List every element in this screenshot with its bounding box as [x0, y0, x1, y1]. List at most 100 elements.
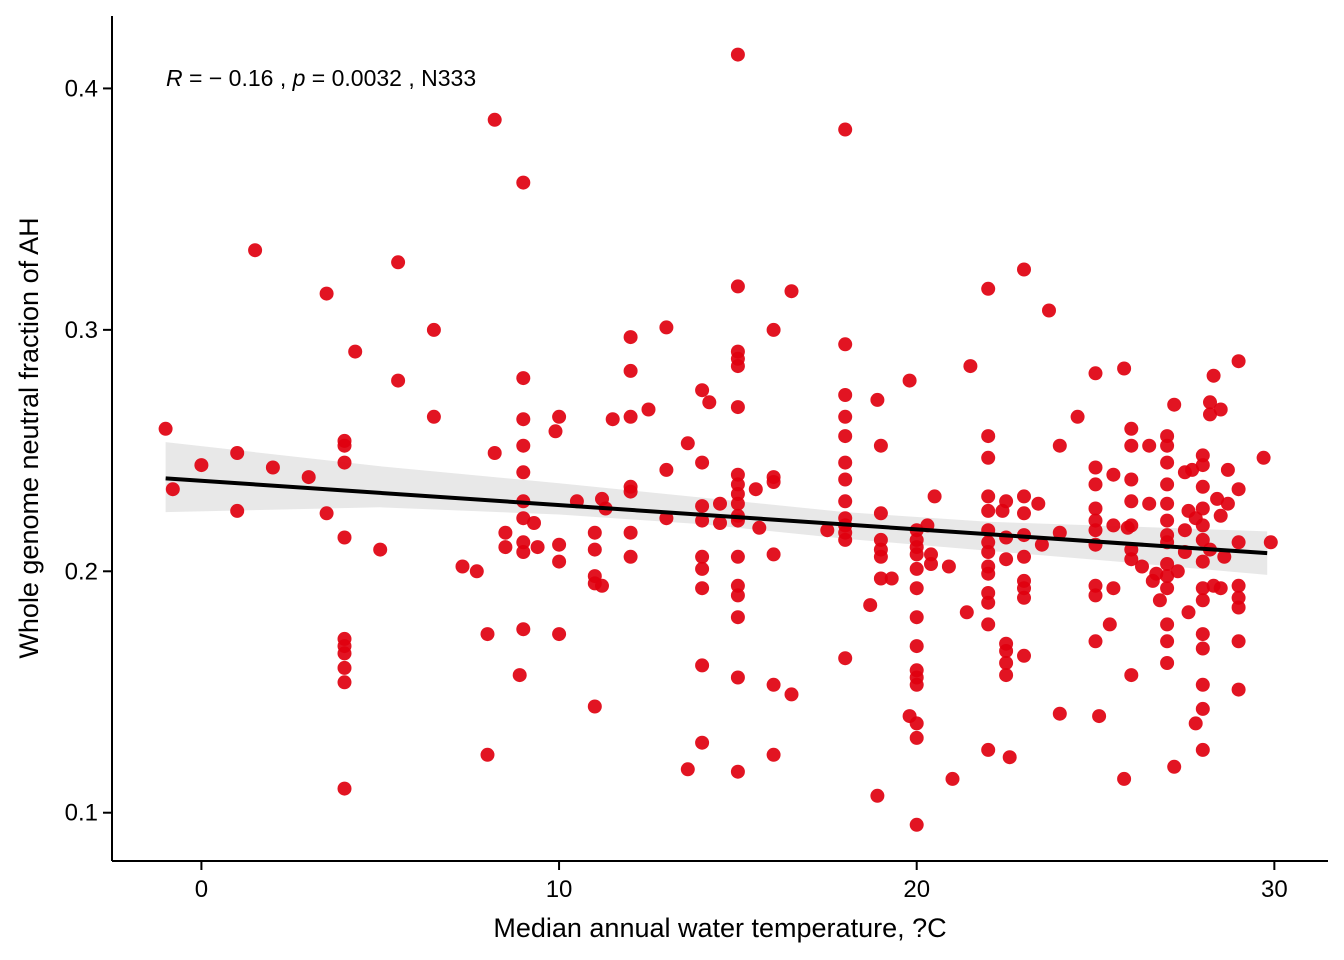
data-point — [680, 762, 695, 777]
data-point — [1160, 656, 1175, 670]
data-point — [1167, 397, 1182, 412]
y-axis-ticks: 0.1 0.2 0.3 0.4 — [65, 75, 112, 827]
data-point — [337, 660, 352, 675]
data-point — [265, 460, 280, 475]
data-point — [1213, 581, 1228, 596]
data-point — [1017, 581, 1031, 596]
data-point — [838, 337, 853, 352]
data-point — [981, 489, 996, 504]
data-point — [469, 564, 484, 579]
data-point — [1124, 472, 1139, 487]
data-point — [1195, 448, 1210, 463]
data-point — [1088, 523, 1103, 538]
data-point — [1124, 494, 1139, 509]
data-point — [1195, 581, 1210, 596]
data-point — [873, 532, 888, 547]
data-point — [1256, 450, 1271, 465]
data-point — [516, 511, 531, 526]
data-point — [1213, 508, 1228, 523]
data-point — [516, 465, 531, 480]
data-point — [909, 561, 924, 576]
data-point — [752, 520, 767, 535]
data-point — [838, 409, 853, 424]
data-point — [784, 687, 799, 702]
data-point — [981, 281, 996, 296]
data-point — [909, 817, 924, 832]
data-point — [981, 429, 996, 444]
data-point — [1017, 262, 1031, 277]
data-point — [587, 699, 602, 714]
data-point — [1210, 491, 1225, 506]
data-point — [230, 446, 245, 460]
data-point — [981, 617, 996, 632]
data-point — [784, 284, 799, 299]
data-point — [870, 392, 885, 407]
data-point — [730, 477, 745, 492]
data-point — [1160, 569, 1175, 584]
data-point — [516, 371, 531, 386]
data-point — [1034, 537, 1049, 552]
data-point — [1213, 402, 1228, 417]
data-point — [1052, 438, 1067, 453]
data-point — [641, 402, 656, 417]
data-point — [1052, 525, 1067, 540]
data-point — [999, 656, 1014, 670]
data-point — [552, 554, 567, 569]
data-point — [1195, 458, 1210, 473]
data-point — [873, 438, 888, 453]
data-point — [999, 552, 1014, 567]
data-point — [248, 243, 263, 258]
data-point — [1088, 501, 1103, 516]
data-point — [659, 320, 674, 335]
data-point — [587, 542, 602, 557]
data-point — [999, 494, 1014, 509]
data-points-layer — [158, 47, 1278, 832]
data-point — [623, 409, 638, 424]
data-point — [1017, 648, 1031, 663]
data-point — [695, 499, 710, 514]
data-point — [730, 670, 745, 685]
data-point — [659, 462, 674, 477]
data-point — [981, 450, 996, 465]
data-point — [623, 484, 638, 499]
data-point — [945, 771, 960, 786]
y-tick-label: 0.2 — [65, 558, 98, 585]
data-point — [924, 547, 938, 562]
data-point — [730, 487, 745, 501]
data-point — [1195, 677, 1210, 692]
data-point — [552, 409, 567, 424]
data-point — [1092, 709, 1107, 724]
data-point — [766, 747, 781, 762]
data-point — [1017, 506, 1031, 521]
data-point — [337, 675, 352, 690]
data-point — [623, 549, 638, 564]
data-point — [623, 330, 638, 345]
data-point — [695, 549, 710, 564]
data-point — [1195, 501, 1210, 516]
data-point — [766, 547, 781, 562]
data-point — [909, 716, 924, 731]
data-point — [909, 581, 924, 596]
data-point — [838, 122, 853, 137]
data-point — [730, 764, 745, 779]
data-point — [873, 549, 888, 564]
data-point — [1124, 518, 1139, 533]
data-point — [498, 525, 513, 540]
regression-line-layer — [165, 476, 1268, 556]
data-point — [1031, 496, 1046, 511]
data-point — [426, 409, 441, 424]
data-point — [512, 668, 527, 683]
data-point — [1231, 482, 1246, 497]
data-point — [1088, 578, 1103, 593]
stat-annotation: R = − 0.16 , p = 0.0032 , N333 — [166, 65, 476, 91]
data-point — [981, 503, 996, 518]
data-point — [1088, 477, 1103, 492]
stat-r-symbol: R — [166, 65, 183, 91]
data-point — [981, 595, 996, 610]
data-point — [870, 788, 885, 803]
data-point — [873, 506, 888, 521]
data-point — [516, 545, 531, 559]
data-point — [1142, 496, 1157, 511]
data-point — [1088, 588, 1103, 603]
data-point — [552, 627, 567, 642]
